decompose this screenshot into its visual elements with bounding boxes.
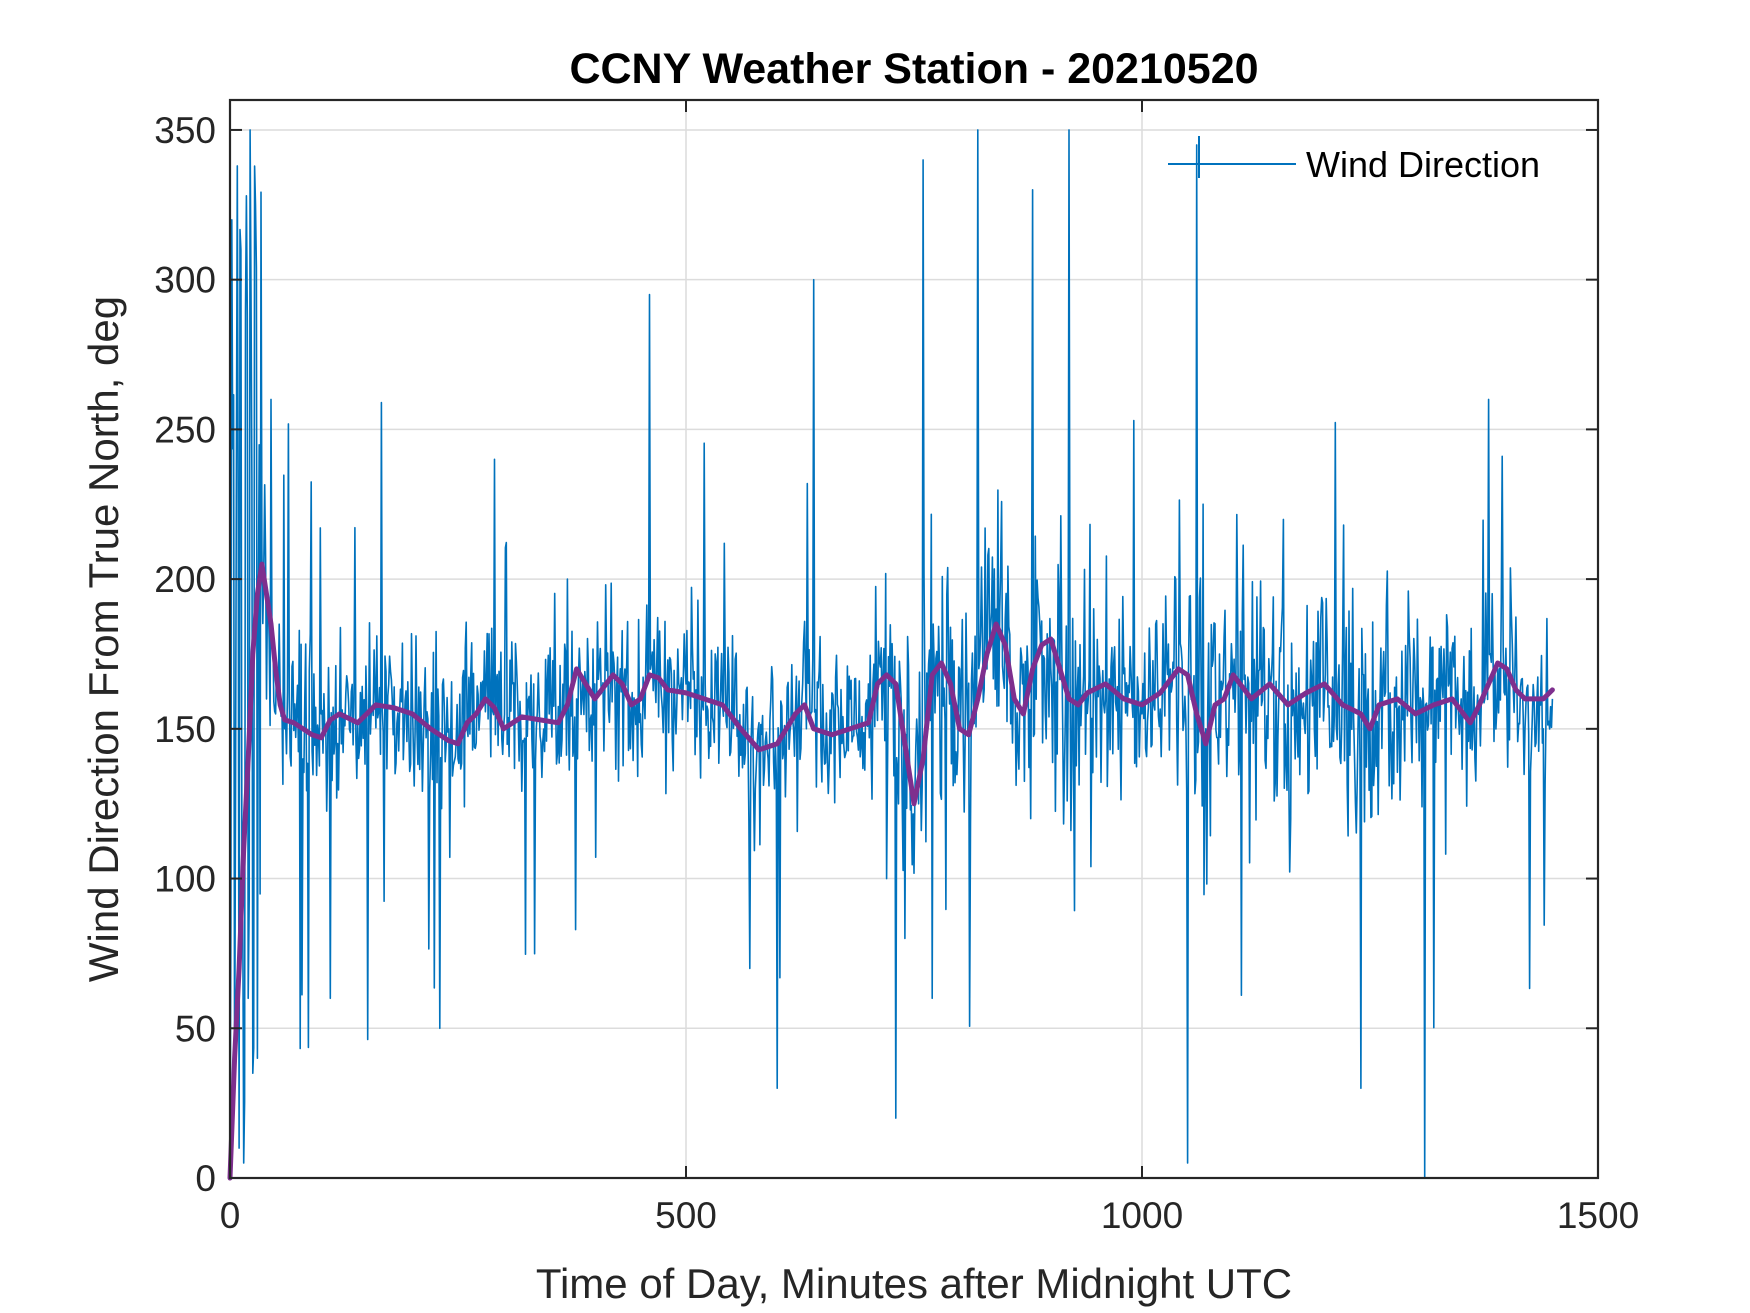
wind-direction-series [229, 129, 1554, 1179]
y-tick-label: 200 [154, 559, 216, 600]
x-tick-label: 1000 [1101, 1195, 1183, 1236]
x-tick-label: 500 [655, 1195, 717, 1236]
x-tick-labels: 0 500 1000 1500 [220, 1195, 1639, 1236]
y-tick-label: 250 [154, 409, 216, 450]
wind-direction-line [229, 129, 1554, 1179]
legend: Wind Direction [1168, 136, 1540, 185]
grid-lines [230, 100, 1598, 1178]
y-tick-labels: 0 50 100 150 200 250 300 350 [154, 110, 216, 1199]
plot-frame [228, 98, 1600, 1180]
moving-average-series [227, 561, 1555, 1181]
y-tick-label: 300 [154, 260, 216, 301]
y-tick-label: 0 [195, 1158, 216, 1199]
plot-area [230, 100, 1598, 1178]
y-tick-label: 50 [175, 1008, 216, 1049]
x-axis-title: Time of Day, Minutes after Midnight UTC [536, 1260, 1292, 1307]
chart-title: CCNY Weather Station - 20210520 [569, 45, 1258, 93]
x-tick-label: 0 [220, 1195, 241, 1236]
y-tick-label: 350 [154, 110, 216, 151]
y-tick-label: 150 [154, 709, 216, 750]
moving-average-line [227, 561, 1555, 1181]
legend-label-wind-direction: Wind Direction [1306, 144, 1540, 185]
x-tick-label: 1500 [1557, 1195, 1639, 1236]
y-axis-title: Wind Direction From True North, deg [80, 296, 127, 982]
y-tick-label: 100 [154, 859, 216, 900]
axis-ticks [229, 100, 1599, 1179]
